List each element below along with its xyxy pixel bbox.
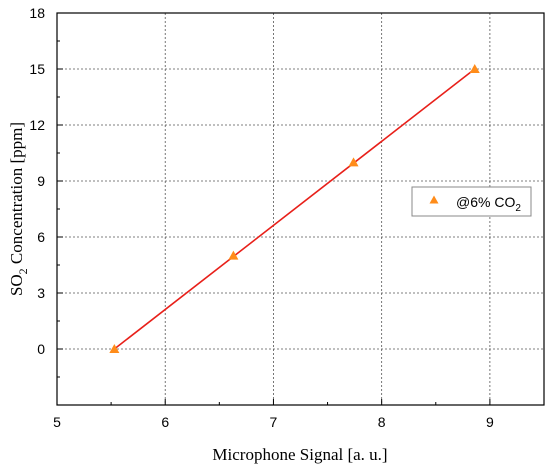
data-point-triangle [109,344,120,353]
y-axis-label-pre: SO [7,274,26,296]
y-tick-label: 18 [29,5,45,21]
y-axis-label-post: Concentration [ppm] [7,122,26,268]
fit-line-layer [113,68,476,350]
legend-label-pre: @6% CO [456,194,515,210]
data-point-triangle [469,64,480,73]
data-point-triangle [348,157,359,167]
x-axis-label: Microphone Signal [a. u.] [212,445,387,464]
y-axis-label: SO2 Concentration [ppm] [7,122,30,296]
x-tick-label: 9 [486,414,494,430]
x-tick-label: 6 [161,414,169,430]
x-tick-label: 5 [53,414,61,430]
plot-frame [56,12,545,406]
y-tick-label: 3 [37,285,45,301]
legend-label-sub: 2 [515,203,521,214]
grid-layer [57,13,544,405]
legend-marker-triangle-icon [429,195,439,204]
y-axis-label-sub: 2 [16,268,30,274]
x-tick-label: 7 [270,414,278,430]
y-tick-label: 6 [37,229,45,245]
y-tick-label: 0 [37,341,45,357]
y-tick-label: 15 [29,61,45,77]
data-point-triangle [228,250,239,260]
y-tick-label: 9 [37,173,45,189]
x-tick-label: 8 [378,414,386,430]
marker-layer [109,64,480,353]
legend: @6% CO2 [411,186,532,217]
linear-fit-line [113,68,476,350]
y-tick-label: 12 [29,117,45,133]
legend-series-label: @6% CO2 [456,194,521,214]
tick-label-layer: 5 6 7 8 9 0 3 6 9 12 15 18 [29,5,494,430]
